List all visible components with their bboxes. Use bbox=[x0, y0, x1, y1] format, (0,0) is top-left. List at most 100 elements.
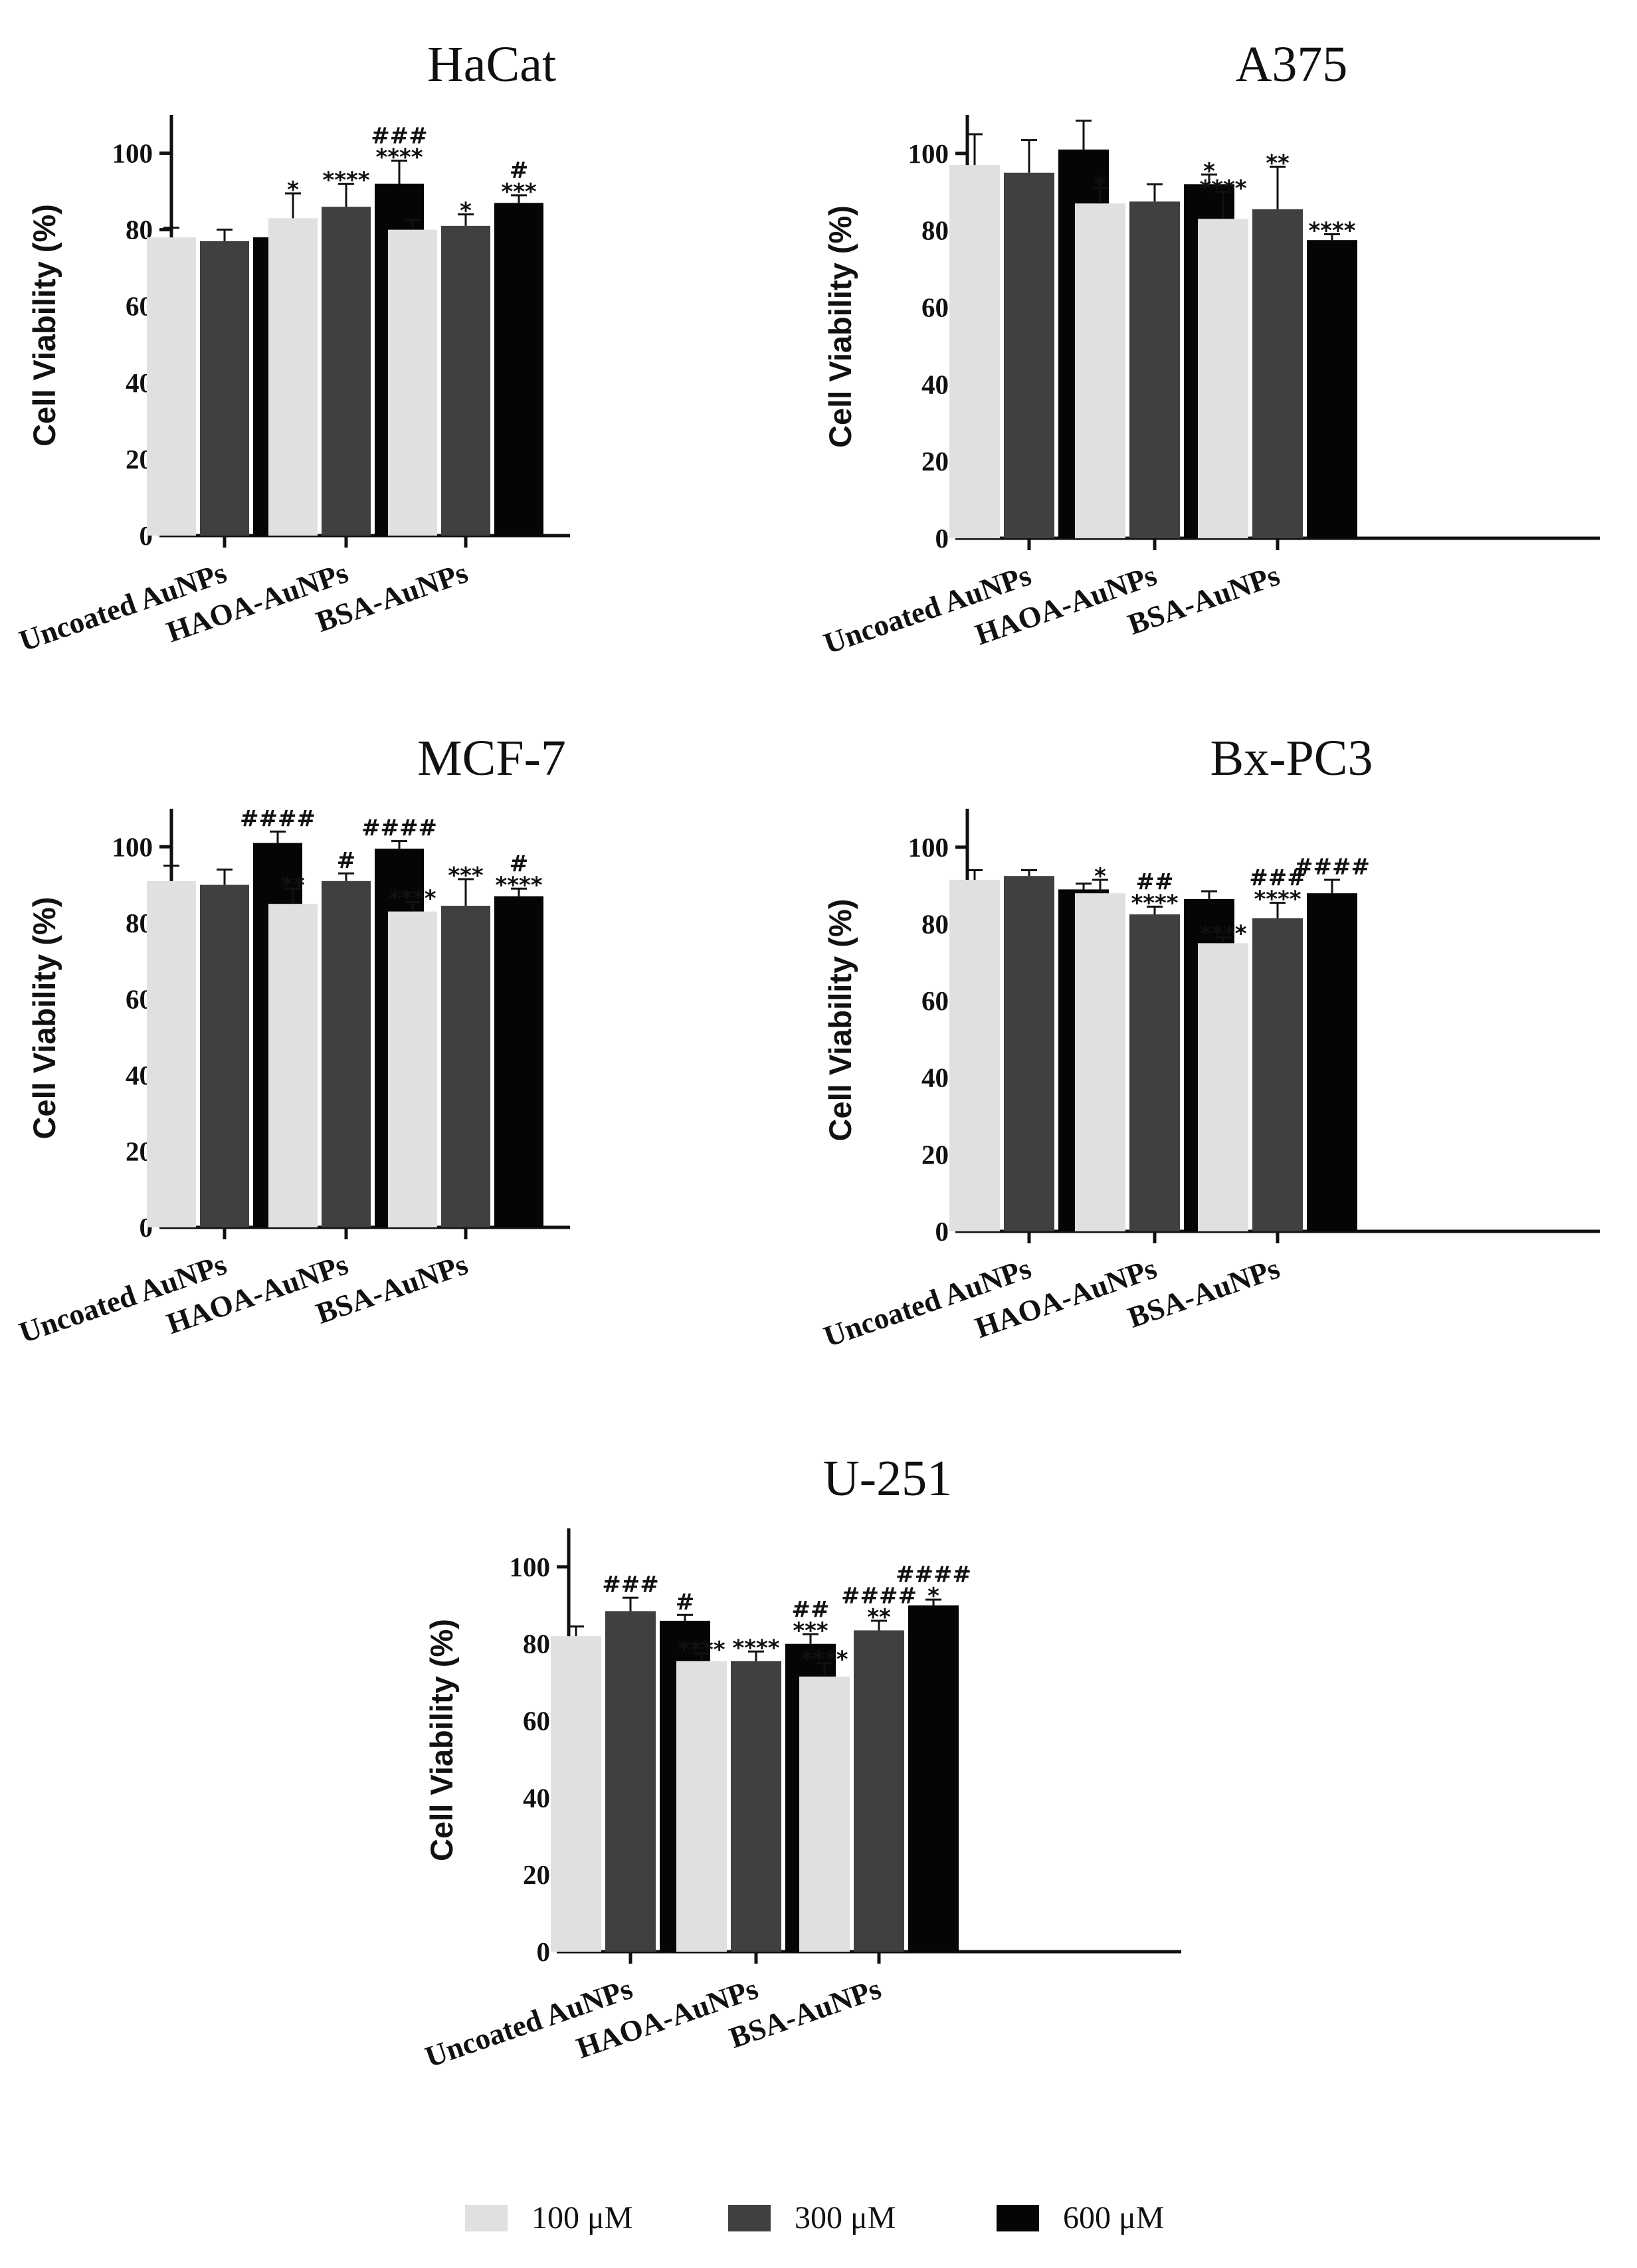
significance-label: * bbox=[1094, 171, 1106, 198]
chart-title: Bx-PC3 bbox=[1210, 730, 1373, 786]
y-tick-label: 100 bbox=[908, 832, 949, 863]
significance-label: #### bbox=[361, 815, 437, 842]
bar bbox=[441, 906, 490, 1227]
y-axis-title: Cell Viability (%) bbox=[27, 897, 62, 1140]
y-tick-label: 60 bbox=[921, 985, 949, 1016]
significance-label: **** bbox=[375, 144, 423, 171]
significance-label: **** bbox=[322, 167, 369, 194]
chart-title: U-251 bbox=[823, 1451, 952, 1506]
significance-label: ** bbox=[281, 872, 305, 898]
significance-label: *** bbox=[793, 1617, 828, 1644]
significance-label: # bbox=[337, 847, 356, 874]
legend-label: 100 μM bbox=[531, 2200, 632, 2235]
significance-label: **** bbox=[495, 872, 542, 898]
bar bbox=[605, 1611, 656, 1952]
bar bbox=[731, 1661, 781, 1952]
chart-title: HaCat bbox=[427, 37, 556, 92]
legend-item: 100 μM bbox=[465, 2200, 632, 2235]
legend-label: 600 μM bbox=[1063, 2200, 1164, 2235]
significance-label: **** bbox=[1254, 886, 1301, 913]
bar bbox=[494, 896, 543, 1227]
significance-label: #### bbox=[896, 1562, 971, 1588]
bar bbox=[799, 1676, 850, 1952]
bar bbox=[268, 218, 318, 536]
significance-label: * bbox=[1094, 863, 1106, 890]
y-tick-label: 100 bbox=[510, 1552, 551, 1582]
bar bbox=[908, 1605, 959, 1952]
significance-label: #### bbox=[1294, 854, 1370, 880]
bar bbox=[551, 1636, 601, 1952]
significance-label: **** bbox=[1308, 218, 1355, 245]
y-axis-title: Cell Viability (%) bbox=[822, 205, 858, 448]
significance-label: * bbox=[287, 177, 299, 203]
legend-swatch bbox=[728, 2205, 771, 2231]
significance-label: **** bbox=[389, 885, 436, 912]
y-tick-label: 20 bbox=[921, 446, 949, 476]
y-tick-label: 40 bbox=[921, 1063, 949, 1093]
significance-label: #### bbox=[240, 805, 316, 832]
significance-label: ### bbox=[1249, 865, 1305, 892]
bar bbox=[1198, 219, 1248, 538]
bar bbox=[1307, 893, 1357, 1231]
bar bbox=[147, 880, 196, 1227]
y-tick-label: 40 bbox=[523, 1782, 550, 1813]
significance-label: *** bbox=[501, 179, 537, 205]
bar bbox=[147, 237, 196, 536]
bar bbox=[322, 207, 371, 536]
bar bbox=[441, 225, 490, 536]
significance-label: ### bbox=[371, 123, 427, 150]
y-tick-label: 0 bbox=[935, 523, 949, 554]
legend-item: 300 μM bbox=[728, 2200, 896, 2235]
bar bbox=[1252, 918, 1303, 1231]
y-tick-label: 0 bbox=[935, 1216, 949, 1247]
significance-label: # bbox=[676, 1589, 695, 1615]
significance-label: **** bbox=[1131, 890, 1178, 916]
bar bbox=[1307, 240, 1357, 538]
legend-swatch bbox=[465, 2205, 508, 2231]
significance-label: # bbox=[510, 851, 529, 877]
bar bbox=[949, 165, 1000, 539]
significance-label: **** bbox=[1199, 175, 1246, 202]
significance-label: # bbox=[510, 157, 529, 184]
y-tick-label: 40 bbox=[921, 369, 949, 399]
bar bbox=[388, 911, 437, 1227]
bar bbox=[200, 241, 249, 536]
y-axis-title: Cell Viability (%) bbox=[424, 1619, 459, 1861]
y-axis-title: Cell Viability (%) bbox=[822, 899, 858, 1142]
y-tick-label: 80 bbox=[921, 908, 949, 939]
legend: 100 μM 300 μM 600 μM bbox=[465, 2200, 1164, 2235]
chart-title: MCF-7 bbox=[417, 730, 566, 786]
significance-label: *** bbox=[448, 863, 484, 889]
legend-item: 600 μM bbox=[997, 2200, 1164, 2235]
y-tick-label: 60 bbox=[921, 292, 949, 323]
bar bbox=[1129, 201, 1180, 538]
bar bbox=[200, 884, 249, 1227]
significance-label: ** bbox=[1266, 150, 1290, 177]
legend-label: 300 μM bbox=[795, 2200, 896, 2235]
significance-label: ## bbox=[792, 1596, 830, 1623]
bar bbox=[1075, 203, 1125, 538]
y-tick-label: 100 bbox=[112, 138, 153, 169]
y-tick-label: 60 bbox=[523, 1706, 550, 1736]
bar bbox=[949, 879, 1000, 1231]
y-tick-label: 20 bbox=[921, 1139, 949, 1170]
significance-label: #### bbox=[841, 1583, 917, 1609]
significance-label: ## bbox=[1136, 869, 1174, 895]
bar bbox=[268, 904, 318, 1227]
bar bbox=[1075, 893, 1125, 1231]
significance-label: ### bbox=[602, 1572, 658, 1598]
significance-label: **** bbox=[732, 1635, 779, 1661]
y-tick-label: 80 bbox=[921, 215, 949, 246]
significance-label: **** bbox=[1199, 921, 1246, 948]
significance-label: * bbox=[1203, 158, 1215, 185]
bar bbox=[1129, 914, 1180, 1231]
bar bbox=[1252, 209, 1303, 538]
significance-label: * bbox=[460, 198, 472, 225]
